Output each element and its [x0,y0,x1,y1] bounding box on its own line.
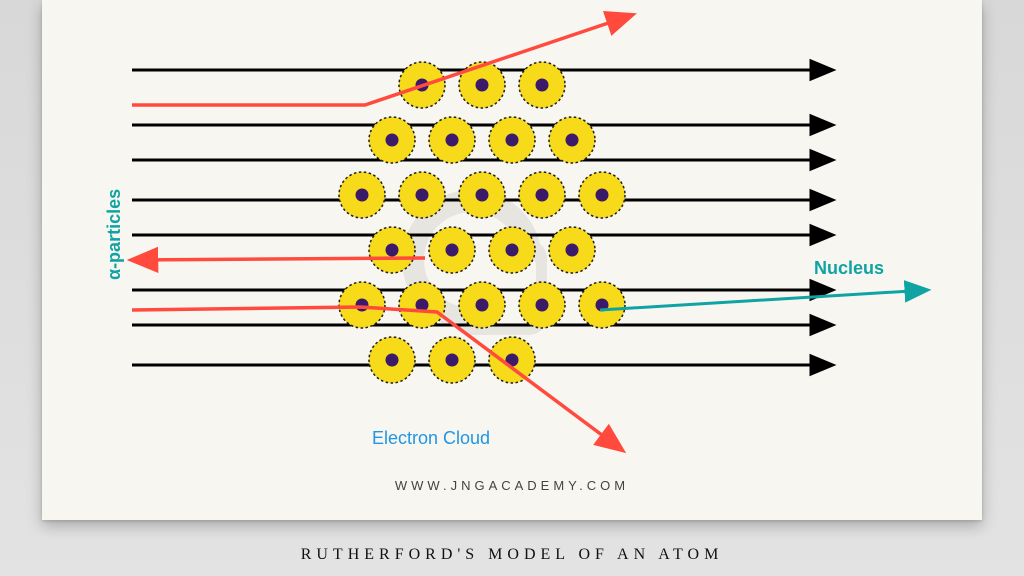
website-url-text: WWW.JNGACADEMY.COM [42,478,982,493]
nucleus-dot [506,134,519,147]
nucleus-dot [566,134,579,147]
nucleus-dot [566,244,579,257]
nucleus-dot [356,189,369,202]
nucleus-dot [356,299,369,312]
nucleus-dot [506,244,519,257]
figure-caption: RUTHERFORD'S MODEL OF AN ATOM [0,546,1024,564]
electron-cloud-label: Electron Cloud [372,428,490,449]
nucleus-dot [536,79,549,92]
nucleus-dot [596,189,609,202]
paper-card: α-particles Nucleus Electron Cloud WWW.J… [42,0,982,520]
nucleus-dot [416,189,429,202]
alpha-particles-label: α-particles [104,189,125,280]
nucleus-dot [446,134,459,147]
nucleus-dot [386,244,399,257]
deflected-arrow [132,258,425,260]
nucleus-dot [476,79,489,92]
nucleus-dot [476,299,489,312]
nucleus-dot [386,134,399,147]
nucleus-dot [536,299,549,312]
nucleus-dot [386,354,399,367]
nucleus-dot [446,244,459,257]
nucleus-dot [446,354,459,367]
nucleus-pointer-line [600,290,927,310]
nucleus-dot [536,189,549,202]
nucleus-dot [476,189,489,202]
nucleus-label: Nucleus [814,258,884,279]
stage: α-particles Nucleus Electron Cloud WWW.J… [0,0,1024,576]
